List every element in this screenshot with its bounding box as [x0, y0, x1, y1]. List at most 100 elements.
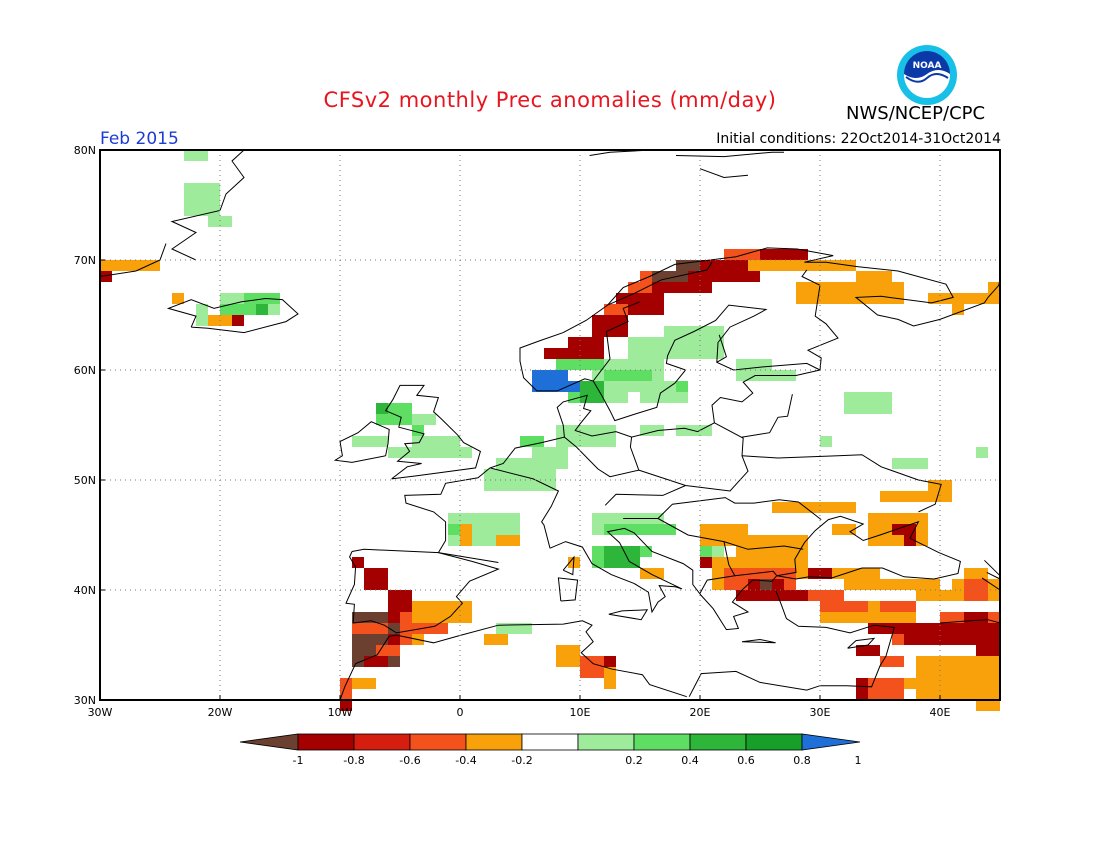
colorbar-arrow-left: [239, 733, 299, 751]
anomaly-cell: [352, 436, 388, 447]
organization-label: NWS/NCEP/CPC: [846, 103, 986, 124]
coastline: [847, 637, 876, 649]
coastline: [801, 269, 839, 371]
coastline: [557, 577, 579, 602]
map-frame: [99, 149, 1001, 701]
coastline: [562, 555, 575, 576]
anomaly-cell: [496, 535, 520, 546]
anomaly-cell: [916, 590, 1000, 601]
anomaly-cell: [976, 634, 1000, 656]
anomaly-cell: [640, 568, 664, 579]
anomaly-cell: [880, 656, 904, 667]
anomaly-cell: [856, 645, 880, 656]
colorbar-label: 0.8: [793, 754, 811, 767]
anomaly-cell: [172, 293, 184, 304]
anomaly-cell: [748, 260, 820, 271]
anomaly-cell: [556, 425, 616, 447]
anomaly-cell: [484, 634, 508, 645]
colorbar-label: -0.2: [511, 754, 532, 767]
lat-tick-label: 40N: [74, 584, 96, 597]
anomaly-cell: [184, 183, 220, 216]
anomaly-cell: [856, 271, 892, 282]
anomaly-cell: [652, 271, 688, 282]
anomaly-cell: [964, 612, 988, 623]
colorbar-label: -0.6: [399, 754, 420, 767]
lon-tick-label: 10E: [570, 706, 591, 719]
anomaly-cell: [184, 150, 208, 161]
anomaly-cell: [544, 348, 568, 359]
coastline: [716, 334, 728, 363]
lat-tick-label: 80N: [74, 144, 96, 157]
anomaly-cell: [784, 590, 808, 601]
anomaly-cell: [796, 282, 904, 304]
anomaly-cell: [604, 524, 676, 535]
anomaly-cell: [640, 425, 664, 436]
coastline: [675, 151, 784, 158]
anomaly-cell: [556, 359, 604, 370]
anomaly-cell: [904, 678, 928, 689]
coastline: [688, 589, 896, 697]
colorbar-arrow-right: [801, 733, 861, 751]
anomaly-cell: [892, 458, 928, 469]
coastline: [604, 485, 686, 506]
noaa-logo-icon: NOAA: [897, 45, 957, 105]
anomaly-cell: [940, 689, 976, 700]
anomaly-cell: [844, 579, 940, 590]
coastline: [608, 609, 649, 621]
anomaly-cell: [496, 458, 532, 469]
anomaly-cell: [556, 645, 580, 667]
colorbar-label: 0.2: [625, 754, 643, 767]
colorbar-segment: [465, 733, 523, 751]
anomaly-cell: [580, 656, 604, 678]
anomaly-cell: [772, 502, 856, 513]
anomaly-cell: [388, 447, 412, 458]
anomaly-cells: [100, 150, 1000, 711]
coastline: [734, 570, 778, 577]
anomaly-cell: [760, 579, 772, 590]
anomaly-cell: [604, 667, 616, 689]
coastline: [438, 552, 499, 563]
anomaly-cell: [580, 381, 604, 403]
anomaly-cell: [856, 678, 868, 700]
coastline: [549, 527, 778, 631]
coastline: [981, 577, 1001, 591]
anomaly-cell: [988, 282, 1000, 293]
lon-tick-label: 20W: [208, 706, 233, 719]
anomaly-cell: [676, 381, 688, 392]
coastline: [404, 369, 821, 553]
anomaly-cell: [700, 546, 712, 557]
anomaly-cell: [592, 315, 628, 337]
colorbar-segment: [633, 733, 691, 751]
coastline: [984, 559, 1001, 577]
anomaly-cell: [736, 590, 760, 601]
anomaly-cell: [352, 678, 376, 689]
anomaly-cell: [532, 447, 568, 469]
anomaly-cell: [460, 524, 472, 546]
anomaly-cell: [808, 260, 856, 271]
anomaly-cell: [832, 524, 856, 535]
axis-ticks: 30W 20W 10W 0 10E 20E 30E 40E 30N 40N 50N 60N 70N 80N: [74, 144, 951, 719]
coastline: [741, 454, 942, 513]
colorbar-segment: [689, 733, 747, 751]
coastline: [939, 619, 1001, 624]
anomaly-cell: [100, 260, 160, 271]
anomaly-cell: [820, 601, 868, 612]
coastline: [519, 247, 1001, 422]
anomaly-cell: [100, 271, 112, 282]
lat-tick-label: 70N: [74, 254, 96, 267]
anomaly-cell: [520, 436, 544, 447]
anomaly-cell: [796, 568, 880, 579]
colorbar-segment: [577, 733, 635, 751]
coastline: [986, 571, 1001, 580]
anomaly-cell: [196, 304, 208, 326]
anomaly-cell: [208, 315, 244, 326]
colorbar-segment: [521, 733, 579, 751]
anomaly-cell: [964, 293, 1000, 304]
coastline: [339, 620, 687, 701]
anomaly-cell: [784, 590, 844, 601]
anomaly-cell: [208, 216, 232, 227]
colorbar-label: 1: [855, 754, 862, 767]
anomaly-cell: [424, 623, 448, 634]
anomaly-cell: [256, 304, 268, 315]
lon-tick-label: 0: [457, 706, 464, 719]
